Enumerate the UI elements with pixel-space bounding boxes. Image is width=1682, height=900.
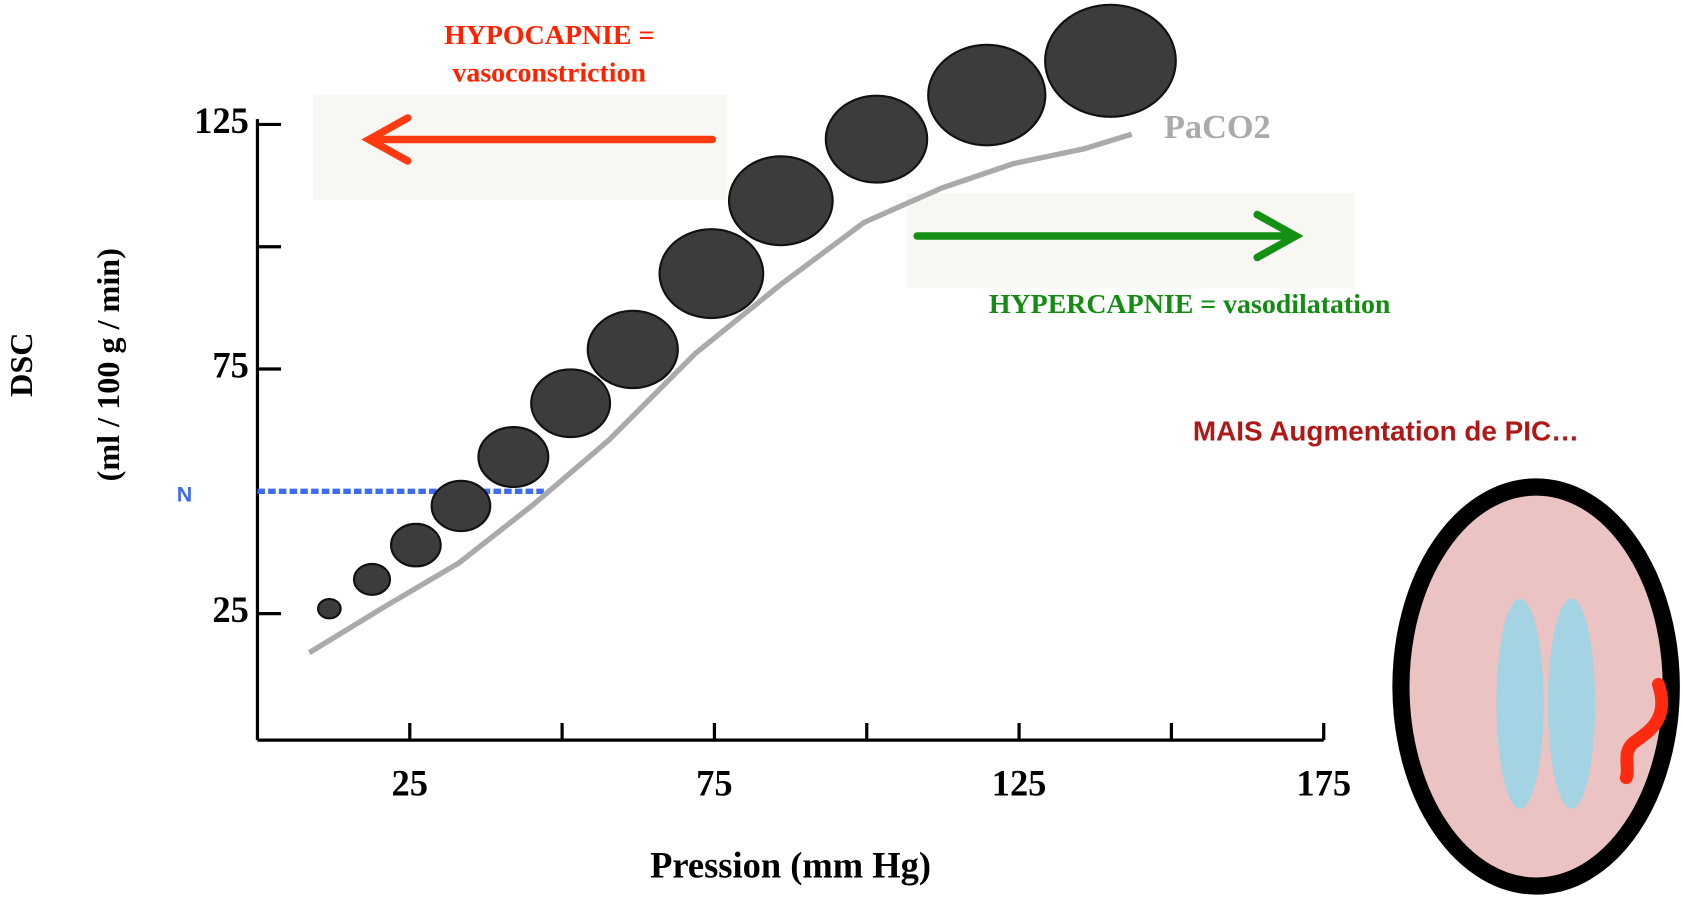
annotation: HYPERCAPNIE = vasodilatation	[989, 289, 1391, 320]
y-tick-label: 125	[194, 101, 249, 141]
bubble	[317, 597, 342, 620]
reference-label: N	[177, 482, 192, 506]
bubble	[727, 155, 834, 247]
x-tick-label: 175	[1296, 764, 1351, 804]
bubble	[927, 43, 1047, 147]
y-axis-label: DSC	[3, 333, 39, 397]
arrow-panel	[906, 193, 1355, 288]
bubble	[586, 309, 679, 390]
x-axis-label: Pression (mm Hg)	[650, 845, 931, 885]
x-tick-label: 125	[992, 764, 1047, 804]
bubble	[1044, 3, 1177, 118]
note: MAIS Augmentation de PIC…	[1193, 416, 1579, 447]
bubble	[658, 228, 765, 320]
y-tick-label: 75	[212, 345, 248, 385]
paco2-curve	[307, 131, 1133, 656]
annotation: vasoconstriction	[452, 57, 646, 88]
red-arrow	[361, 114, 717, 165]
x-tick-label: 25	[392, 764, 428, 804]
bubble	[477, 426, 550, 489]
y-axis-unit: (ml / 100 g / min)	[90, 248, 126, 481]
bubble	[430, 479, 492, 533]
bubble	[390, 522, 442, 568]
x-tick-label: 75	[696, 764, 732, 804]
bubble	[824, 94, 929, 184]
series-label: PaCO2	[1164, 108, 1271, 146]
green-arrow	[913, 210, 1304, 262]
bubble	[352, 562, 392, 596]
annotation: HYPOCAPNIE =	[444, 20, 654, 51]
brain-illustration	[1392, 478, 1680, 895]
bubble	[530, 368, 612, 439]
y-tick-label: 25	[212, 590, 248, 630]
